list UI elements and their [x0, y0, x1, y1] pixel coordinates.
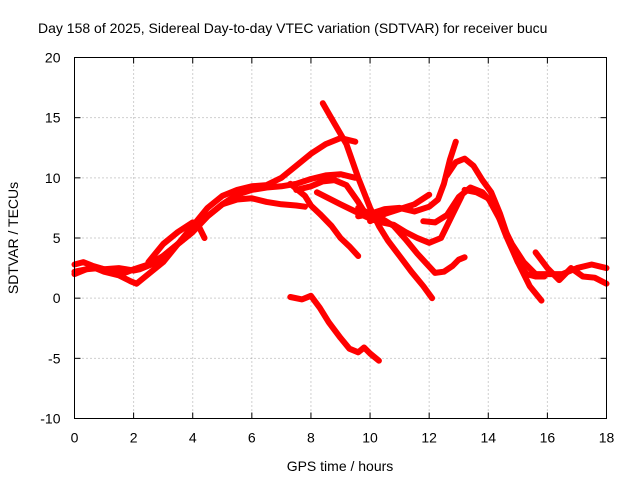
- x-tick-label: 18: [599, 430, 615, 446]
- series-line-trace-7: [319, 100, 436, 302]
- x-tick-label: 6: [248, 430, 256, 446]
- x-tick-label: 4: [189, 430, 197, 446]
- x-tick-label: 16: [540, 430, 556, 446]
- y-tick-label: 10: [45, 170, 61, 186]
- y-tick-labels: -10 -5 0 5 10 15 20: [40, 50, 60, 427]
- series-line-trace-5: [293, 177, 368, 215]
- x-tick-label: 10: [362, 430, 378, 446]
- series-line-trace-14: [461, 186, 539, 278]
- x-tick-label: 12: [421, 430, 437, 446]
- series-layer: [71, 100, 610, 364]
- x-axis-label: GPS time / hours: [287, 458, 394, 474]
- y-tick-label: 0: [53, 290, 61, 306]
- series-line-trace-4: [145, 219, 208, 266]
- y-tick-label: -5: [48, 350, 61, 366]
- y-tick-label: 5: [53, 230, 61, 246]
- x-tick-label: 2: [130, 430, 138, 446]
- series-line-trace-3: [71, 135, 359, 287]
- series-line-trace-6: [287, 180, 362, 259]
- series-line-trace-2: [71, 171, 359, 276]
- series-line-trace-11: [367, 191, 433, 225]
- series-line-trace-17: [287, 292, 382, 364]
- y-axis-label: SDTVAR / TECUs: [5, 182, 21, 294]
- x-tick-label: 0: [71, 430, 79, 446]
- y-tick-label: -10: [40, 411, 60, 427]
- tick-marks: [74, 57, 607, 419]
- grid-lines: [74, 57, 607, 419]
- series-line-trace-16: [532, 249, 610, 287]
- x-tick-label: 14: [480, 430, 496, 446]
- series-line-trace-13: [420, 184, 545, 304]
- chart-title: Day 158 of 2025, Sidereal Day-to-day VTE…: [38, 20, 547, 36]
- y-tick-label: 20: [45, 50, 61, 66]
- y-tick-label: 15: [45, 110, 61, 126]
- x-tick-labels: 0 2 4 6 8 10 12 14 16 18: [71, 430, 615, 446]
- x-tick-label: 8: [307, 430, 315, 446]
